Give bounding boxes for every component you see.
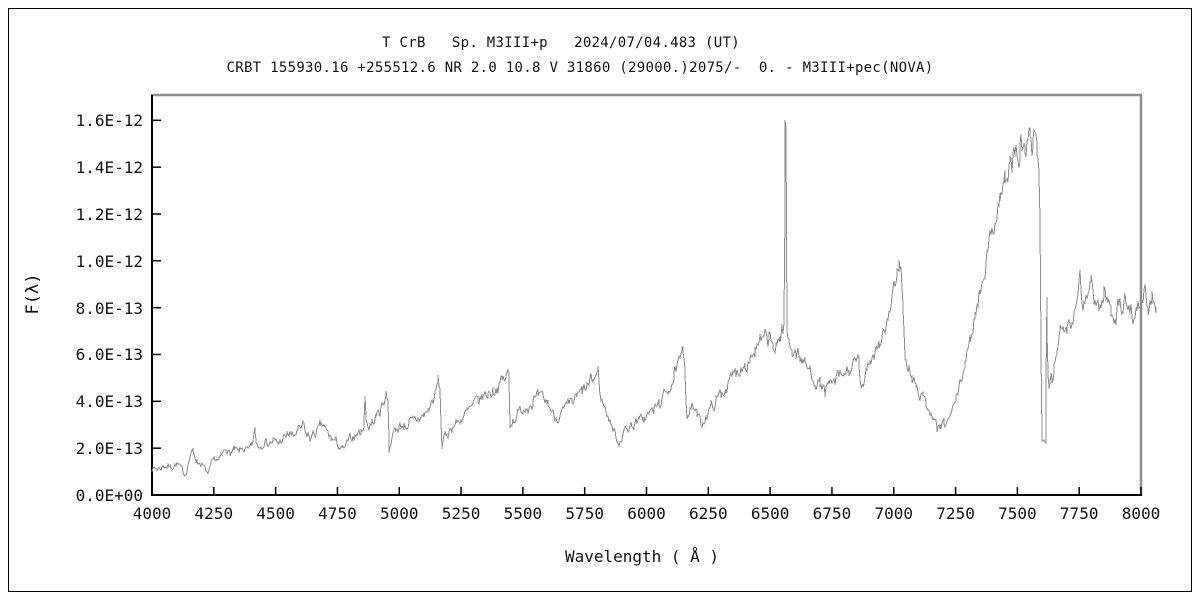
figure-border [8,8,1192,592]
x-tick-label: 6500 [750,504,790,523]
x-tick-label: 5000 [379,504,419,523]
y-tick-label: 4.0E-13 [75,392,143,412]
y-tick-label: 6.0E-13 [75,345,143,365]
y-tick-label: 1.6E-12 [75,111,143,131]
x-tick-label: 4500 [256,504,295,523]
y-tick-label: 1.4E-12 [75,158,143,178]
x-tick-label: 6250 [689,504,728,523]
y-tick-label: 0.0E+00 [75,486,143,505]
x-tick-label: 7500 [998,504,1037,523]
x-axis-label: Wavelength ( Å ) [564,547,720,566]
x-tick-label: 5750 [565,504,604,523]
x-tick-label: 6000 [627,504,666,523]
x-tick-label: 4000 [132,504,172,523]
x-tick-label: 5500 [503,504,543,523]
y-tick-label: 2.0E-13 [75,439,143,459]
y-tick-label: 1.2E-12 [75,204,143,224]
y-axis-label: F(λ) [23,273,43,315]
chart-subtitle: CRBT 155930.16 +255512.6 NR 2.0 10.8 V 3… [226,60,934,76]
x-tick-label: 8000 [1121,504,1161,523]
y-tick-label: 8.0E-13 [75,298,143,318]
spectrum-trace [151,119,1157,477]
x-tick-label: 7250 [936,504,975,523]
x-tick-label: 4250 [194,504,234,523]
x-tick-label: 5250 [441,504,481,523]
x-tick-label: 4750 [318,504,357,523]
x-tick-label: 7750 [1059,504,1099,523]
chart-title: T CrB Sp. M3III+p 2024/07/04.483 (UT) [382,35,740,51]
x-tick-label: 6750 [812,504,852,523]
x-tick-label: 7000 [874,504,914,523]
y-tick-label: 1.0E-12 [75,251,143,271]
